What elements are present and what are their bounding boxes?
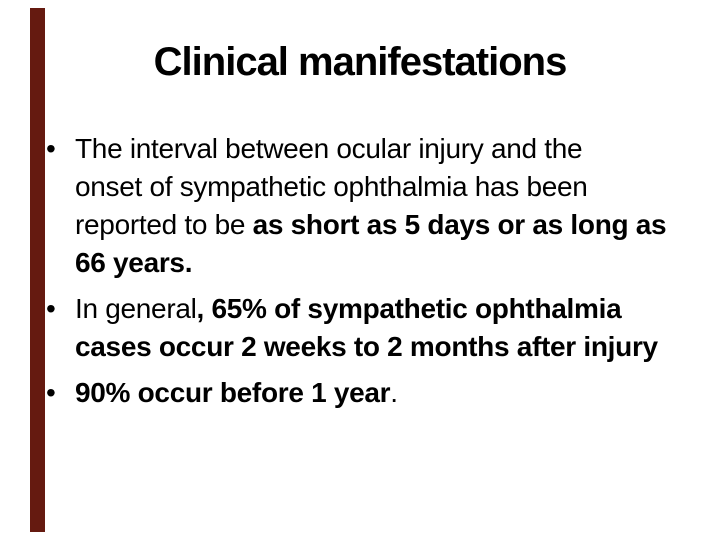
bullet-text-line: cases occur 2 weeks to 2 months after in… [75, 328, 704, 366]
bullet-item: • 90% occur before 1 year. [44, 374, 704, 412]
bold-text-segment: cases occur 2 weeks to 2 months after in… [75, 331, 658, 362]
left-accent-bar [30, 8, 45, 532]
text-segment: . [390, 377, 398, 408]
bullet-dot-icon: • [46, 377, 56, 408]
bullet-text: The interval between ocular injury and t… [75, 130, 704, 282]
bullet-text-line: 66 years. [75, 244, 704, 282]
bold-text-segment: 90% occur before 1 year [75, 377, 391, 408]
text-segment: onset of sympathetic ophthalmia has been [75, 171, 588, 202]
bullet-dot-icon: • [46, 293, 56, 324]
bullet-item: • The interval between ocular injury and … [44, 130, 704, 282]
text-segment: reported to be [75, 209, 253, 240]
bold-text-segment: , 65% of sympathetic ophthalmia [196, 293, 622, 324]
bullet-dot-icon: • [46, 133, 56, 164]
text-segment: The interval between ocular injury and t… [75, 133, 583, 164]
bullet-text-line: 90% occur before 1 year. [75, 374, 704, 412]
bullet-list: • The interval between ocular injury and … [44, 130, 704, 420]
text-segment: In general [75, 293, 197, 324]
bullet-text-line: reported to be as short as 5 days or as … [75, 206, 704, 244]
bullet-text: In general, 65% of sympathetic ophthalmi… [75, 290, 704, 366]
bullet-text-line: The interval between ocular injury and t… [75, 130, 704, 168]
bullet-item: • In general, 65% of sympathetic ophthalm… [44, 290, 704, 366]
bullet-text: 90% occur before 1 year. [75, 374, 704, 412]
bullet-text-line: In general, 65% of sympathetic ophthalmi… [75, 290, 704, 328]
bold-text-segment: 66 years. [75, 247, 193, 278]
bullet-text-line: onset of sympathetic ophthalmia has been [75, 168, 704, 206]
bold-text-segment: as short as 5 days or as long as [252, 209, 667, 240]
slide-title: Clinical manifestations [153, 40, 568, 84]
